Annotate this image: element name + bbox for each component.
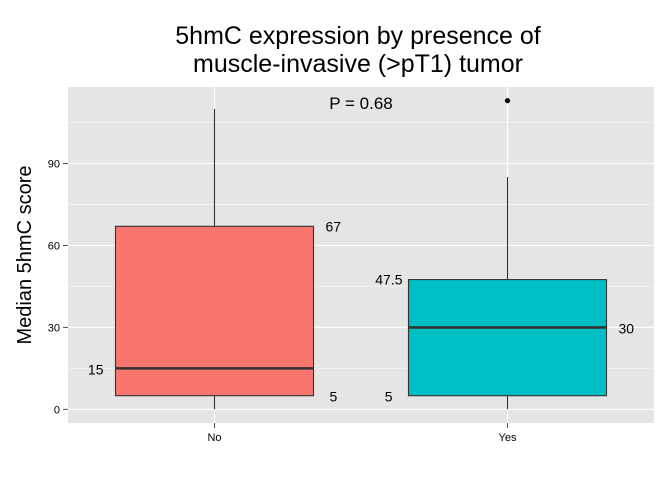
q1-label: 5 <box>330 389 338 405</box>
q3-label: 67 <box>326 218 342 234</box>
box-yes: 47.5 5 30 <box>375 98 635 410</box>
box-body <box>407 279 608 397</box>
box-no: 67 5 15 <box>88 108 342 410</box>
q1-label: 5 <box>385 389 393 405</box>
median-label: 30 <box>619 320 635 336</box>
y-tick-label: 90 <box>48 158 60 170</box>
chart-title-line-2: muscle-invasive (>pT1) tumor <box>193 50 523 78</box>
box-body <box>114 225 315 397</box>
chart-title-line-1: 5hmC expression by presence of <box>175 22 541 50</box>
median-label: 15 <box>88 361 104 377</box>
y-axis-label: Median 5hmC score <box>14 166 36 345</box>
x-tick-label: No <box>207 432 221 444</box>
y-tick-label: 0 <box>54 404 60 416</box>
boxes: 67 5 15 47.5 5 30 <box>88 98 635 410</box>
outlier-point <box>504 98 511 104</box>
y-tick-label: 60 <box>48 240 60 252</box>
x-tick-label: Yes <box>499 432 517 444</box>
p-value-annotation: P = 0.68 <box>329 94 393 113</box>
q3-label: 47.5 <box>375 272 402 288</box>
y-tick-label: 30 <box>48 322 60 334</box>
axes: 0 30 60 90 No Yes <box>48 158 517 444</box>
